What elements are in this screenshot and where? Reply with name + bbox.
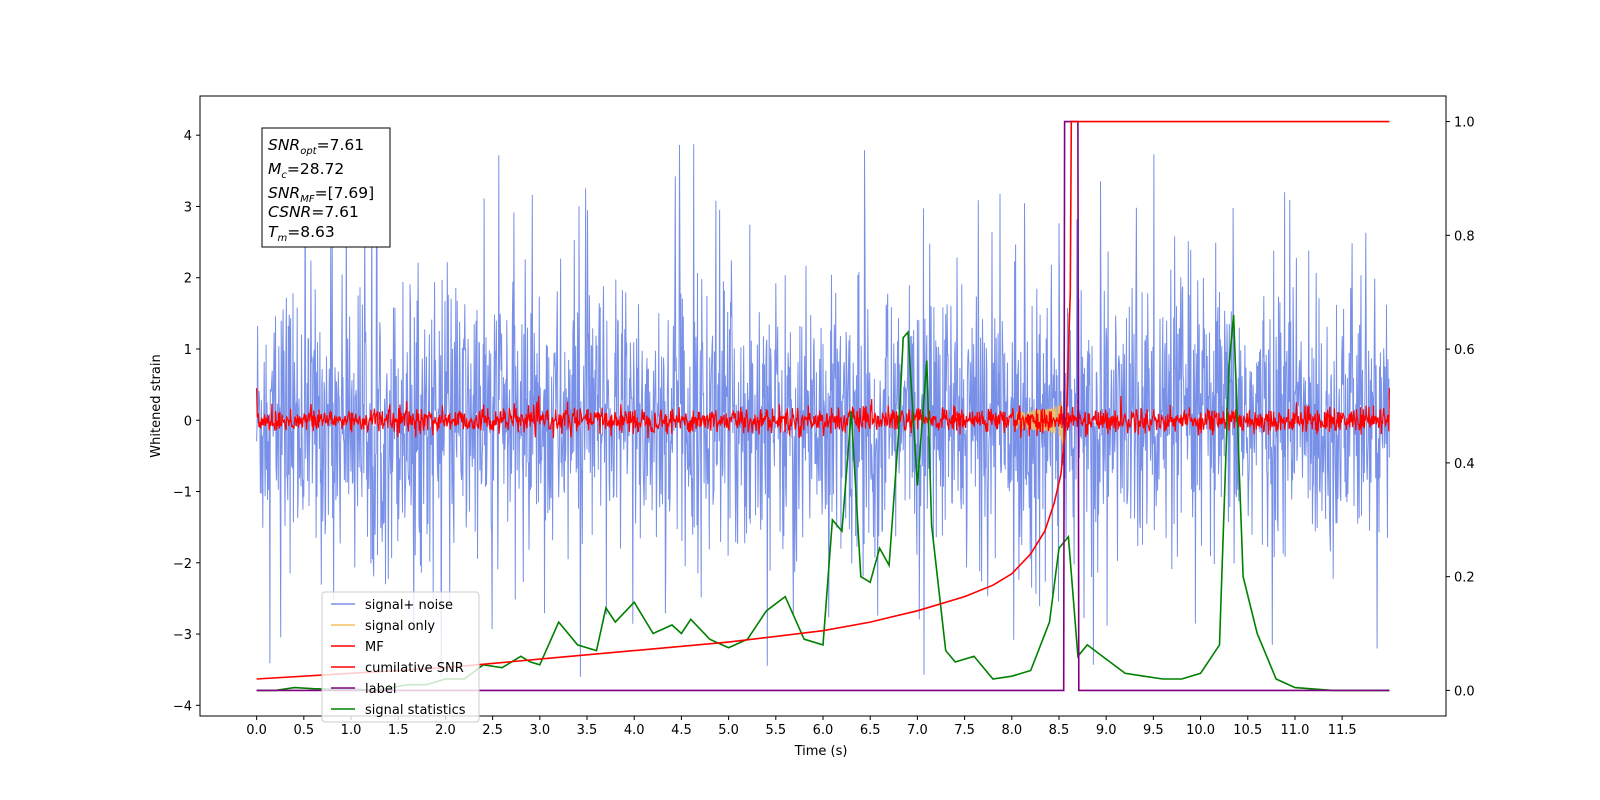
legend-label: cumilative SNR (365, 661, 464, 676)
annotation-snr-mf: SNRMF=[7.69] (268, 184, 374, 205)
y-left-tick-label: 2 (184, 272, 192, 287)
y-right-tick-label: 0.4 (1454, 457, 1475, 472)
y-right-tick-label: 0.0 (1454, 684, 1475, 699)
x-tick-label: 7.5 (954, 723, 975, 738)
x-tick-label: 9.0 (1096, 723, 1117, 738)
x-tick-label: 5.0 (718, 723, 739, 738)
series-mf (256, 388, 1390, 439)
x-tick-label: 1.0 (341, 723, 362, 738)
legend-items: signal+ noise signal only MF cumilative SNR… (331, 598, 466, 718)
annotation-box: SNRopt=7.61 Mc=28.72 SNRMF=[7.69] CSNR=7… (261, 127, 391, 248)
x-tick-label: 9.5 (1143, 723, 1164, 738)
y-left-tick-label: 1 (184, 343, 192, 358)
y-left-tick-label: 3 (184, 200, 192, 215)
x-tick-label: 10.0 (1186, 723, 1215, 738)
annotation-frame (261, 127, 391, 248)
y-axis-left: 4 3 2 1 0 −1 −2 −3 −4 (173, 129, 200, 714)
y-right-tick-label: 0.8 (1454, 229, 1475, 244)
x-tick-label: 11.5 (1328, 723, 1357, 738)
series-cumulative-snr (256, 120, 1390, 680)
legend-label: MF (365, 640, 384, 655)
legend-label: signal only (365, 619, 435, 634)
x-tick-label: 2.0 (435, 723, 456, 738)
x-tick-label: 4.0 (624, 723, 645, 738)
x-tick-label: 6.5 (860, 723, 881, 738)
y-right-tick-label: 1.0 (1454, 116, 1475, 131)
y-left-tick-label: 0 (184, 414, 192, 429)
y-left-tick-label: 4 (184, 129, 192, 144)
legend: signal+ noise signal only MF cumilative SNR… (321, 591, 480, 723)
series-layer (256, 120, 1390, 692)
x-tick-label: 3.0 (529, 723, 550, 738)
y-axis-label: Whitened strain (149, 354, 164, 457)
annotation-tm: Tm=8.63 (268, 223, 335, 244)
x-tick-label: 6.0 (813, 723, 834, 738)
x-tick-label: 8.0 (1001, 723, 1022, 738)
x-axis-label: Time (s) (794, 744, 848, 759)
x-tick-label: 7.0 (907, 723, 928, 738)
x-tick-label: 10.5 (1233, 723, 1262, 738)
legend-frame (321, 591, 480, 723)
x-tick-label: 0.5 (293, 723, 314, 738)
y-right-tick-label: 0.6 (1454, 343, 1475, 358)
legend-label: signal statistics (365, 703, 466, 718)
x-tick-label: 5.5 (765, 723, 786, 738)
legend-label: label (365, 682, 396, 697)
x-tick-label: 3.5 (577, 723, 598, 738)
x-tick-label: 0.0 (246, 723, 267, 738)
x-tick-label: 8.5 (1049, 723, 1070, 738)
y-axis-right: 1.0 0.8 0.6 0.4 0.2 0.0 (1446, 116, 1475, 699)
x-tick-label: 4.5 (671, 723, 692, 738)
annotation-snr-opt: SNRopt=7.61 (268, 136, 364, 157)
y-left-tick-label: −2 (173, 557, 192, 572)
x-tick-label: 1.5 (388, 723, 409, 738)
x-tick-label: 11.0 (1280, 723, 1309, 738)
annotation-csnr: CSNR=7.61 (268, 203, 359, 221)
x-axis: 0.0 0.5 1.0 1.5 2.0 2.5 3.0 3.5 4.0 4.5 5.0 5.5 6.0 6… (246, 716, 1357, 738)
x-tick-label: 2.5 (482, 723, 503, 738)
annotation-mc: Mc=28.72 (268, 160, 344, 181)
legend-label: signal+ noise (365, 598, 453, 613)
y-left-tick-label: −3 (173, 628, 192, 643)
y-left-tick-label: −4 (173, 699, 192, 714)
y-right-tick-label: 0.2 (1454, 571, 1475, 586)
y-left-tick-label: −1 (173, 486, 192, 501)
